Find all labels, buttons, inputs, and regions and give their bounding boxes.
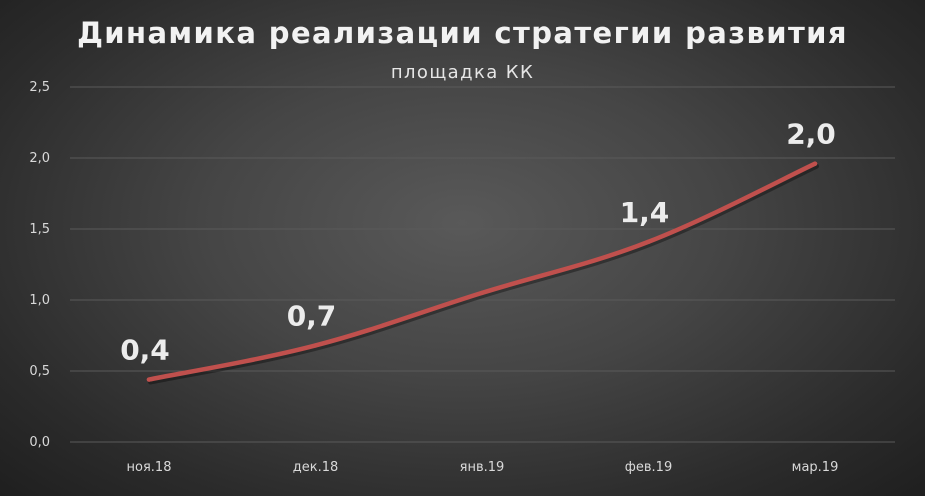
data-point — [812, 161, 818, 166]
data-label: 1,4 — [620, 196, 670, 229]
series-line-shadow — [148, 163, 819, 385]
chart-title: Динамика реализации стратегии развития — [77, 16, 848, 50]
y-tick-label: 2,0 — [29, 151, 50, 166]
series-line — [146, 161, 818, 382]
x-tick-label: янв.19 — [460, 460, 505, 475]
data-point — [479, 290, 485, 296]
chart-subtitle: площадка КК — [390, 62, 535, 83]
data-label: 0,7 — [287, 299, 337, 332]
x-tick-label: ноя.18 — [127, 460, 172, 475]
data-point — [646, 239, 651, 244]
y-tick-label: 0,0 — [29, 435, 50, 450]
data-label: 0,4 — [120, 334, 170, 367]
data-label: 2,0 — [786, 118, 836, 151]
y-tick-label: 2,5 — [29, 80, 50, 95]
y-tick-label: 0,5 — [29, 364, 50, 379]
data-point — [313, 343, 318, 348]
data-point — [146, 377, 152, 382]
y-tick-label: 1,5 — [29, 222, 50, 237]
x-tick-label: фев.19 — [625, 460, 672, 475]
x-tick-label: мар.19 — [792, 460, 839, 475]
y-tick-label: 1,0 — [29, 293, 50, 308]
x-tick-label: дек.18 — [293, 460, 339, 475]
